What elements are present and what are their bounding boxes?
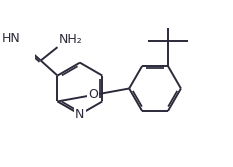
Text: NH₂: NH₂ — [59, 33, 83, 46]
Text: N: N — [75, 108, 85, 121]
Text: O: O — [88, 89, 98, 102]
Text: HN: HN — [2, 32, 21, 45]
